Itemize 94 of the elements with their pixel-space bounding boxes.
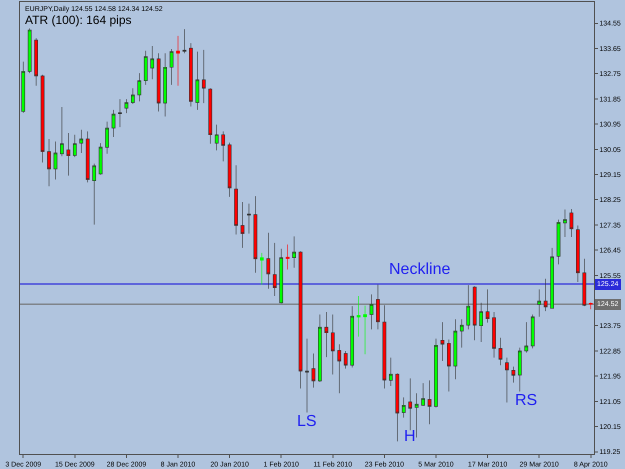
candlestick xyxy=(156,52,161,112)
annotation: H xyxy=(404,428,416,445)
candlestick xyxy=(298,250,302,389)
candlestick xyxy=(588,302,593,310)
candlestick xyxy=(292,236,296,268)
candlestick xyxy=(337,344,342,394)
candlestick xyxy=(330,314,335,375)
candlestick xyxy=(486,289,490,323)
candlestick xyxy=(272,242,277,296)
candlestick xyxy=(472,286,477,341)
candlestick xyxy=(324,312,328,358)
candlestick xyxy=(376,284,380,330)
candlestick xyxy=(28,28,32,74)
candlestick xyxy=(370,294,374,330)
candlestick xyxy=(312,353,316,388)
candlestick xyxy=(228,142,232,198)
candlestick xyxy=(66,132,70,176)
candlestick xyxy=(260,252,264,285)
candlestick xyxy=(182,28,186,54)
candlestick xyxy=(86,131,90,183)
candlestick xyxy=(544,278,548,312)
candlestick xyxy=(144,50,148,86)
candlestick xyxy=(240,202,244,248)
text: ATR (100): 164 pips xyxy=(25,13,132,27)
candlestick xyxy=(363,305,367,355)
candlestick xyxy=(137,72,142,102)
candlestick xyxy=(518,347,522,392)
candlestick xyxy=(208,88,212,144)
candlestick xyxy=(421,382,425,406)
candlestick xyxy=(286,244,290,270)
candlestick xyxy=(524,322,528,353)
candlestick xyxy=(550,248,554,309)
candlestick xyxy=(492,312,496,358)
candlestick xyxy=(189,42,193,107)
candlestick xyxy=(350,306,354,368)
candlestick xyxy=(402,397,406,418)
candlestick xyxy=(344,350,348,369)
candlestick xyxy=(234,164,238,235)
candlestick xyxy=(79,129,84,154)
candlestick xyxy=(247,203,251,234)
candlestick xyxy=(414,392,419,438)
candlestick xyxy=(466,284,470,330)
candlestick xyxy=(440,322,444,362)
candlestick xyxy=(118,98,122,128)
candlestick xyxy=(582,258,586,306)
candlestick xyxy=(563,209,567,238)
candlestick xyxy=(428,380,432,425)
candlestick xyxy=(382,304,386,389)
candlestick xyxy=(512,366,516,383)
candlestick xyxy=(105,121,109,154)
candlestick xyxy=(460,319,464,348)
candlestick xyxy=(202,50,206,104)
candlestick xyxy=(254,196,258,274)
candlestick xyxy=(170,48,174,86)
candlestick xyxy=(556,219,560,265)
candlestick xyxy=(112,110,116,138)
candlestick xyxy=(498,337,502,366)
candlestick xyxy=(266,232,270,290)
candlestick xyxy=(479,302,484,342)
candlestick xyxy=(163,52,167,117)
candlestick xyxy=(176,36,180,86)
candlestick xyxy=(54,141,58,180)
candlestick xyxy=(318,314,322,382)
candlestick xyxy=(150,46,154,80)
candlestick xyxy=(21,61,26,114)
candlestick xyxy=(434,338,438,408)
candlestick xyxy=(530,314,535,349)
candlestick xyxy=(408,378,412,430)
candlestick xyxy=(195,51,200,110)
candlestick xyxy=(60,106,64,157)
candlestick xyxy=(98,142,102,176)
candlestick xyxy=(279,248,284,304)
candlestick xyxy=(537,289,542,318)
candlestick xyxy=(395,373,400,442)
candlestick xyxy=(92,163,96,225)
annotation: LS xyxy=(297,413,317,430)
candlestick xyxy=(34,38,38,86)
candlestick xyxy=(214,124,219,151)
annotation: RS xyxy=(515,392,538,409)
candlestick xyxy=(40,74,44,163)
candlestick xyxy=(305,338,309,413)
candlestick xyxy=(124,98,128,114)
candlestick xyxy=(356,296,360,337)
candlestick xyxy=(570,208,574,238)
candlestick xyxy=(453,319,458,380)
candlestick xyxy=(447,339,451,392)
candlestick xyxy=(576,225,580,282)
annotation: Neckline xyxy=(389,261,450,278)
candlestick xyxy=(221,131,226,162)
candlestick xyxy=(47,138,51,187)
candlestick xyxy=(130,88,135,104)
candlestick xyxy=(72,134,77,158)
candlestick xyxy=(505,357,509,403)
candlestick xyxy=(388,357,393,386)
